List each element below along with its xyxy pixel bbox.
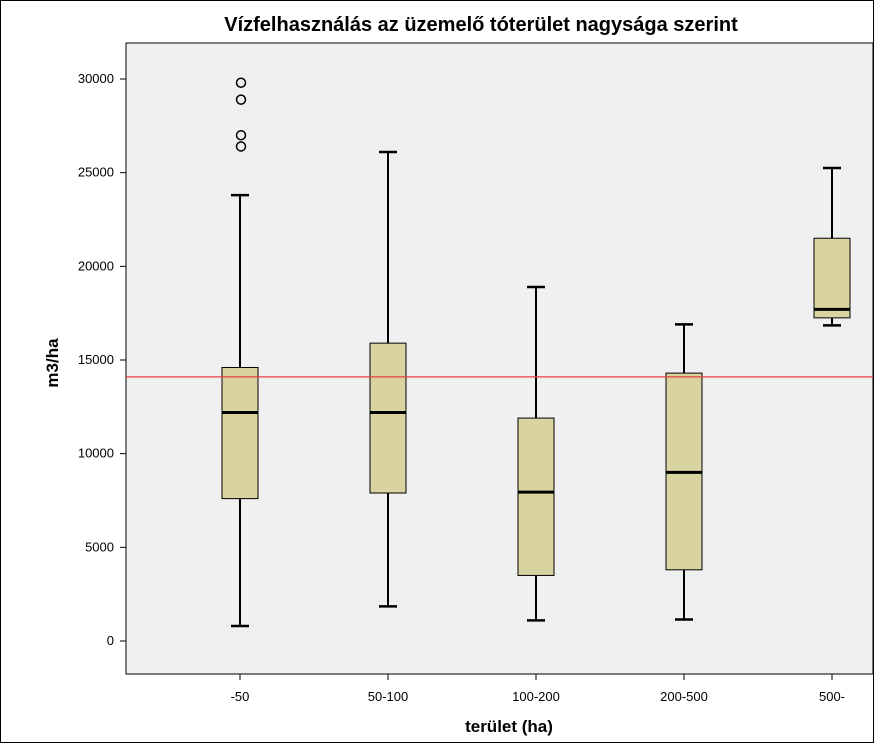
y-tick-label: 5000 — [85, 539, 114, 554]
box-100-200 — [517, 285, 555, 622]
chart-title: Vízfelhasználás az üzemelő tóterület nag… — [224, 14, 738, 36]
outlier-point — [235, 77, 247, 88]
box-body — [517, 417, 555, 576]
x-tick-label: 200-500 — [660, 689, 708, 704]
x-tick-label: 50-100 — [368, 689, 408, 704]
outlier-point — [235, 141, 247, 152]
outlier-point — [235, 94, 247, 105]
x-tick-label: -50 — [231, 689, 250, 704]
x-tick-label: 100-200 — [512, 689, 560, 704]
box-series — [221, 77, 851, 628]
box-body — [369, 342, 407, 494]
x-tick-label: 500- — [819, 689, 845, 704]
box-50-100 — [369, 150, 407, 608]
box-200-500 — [665, 323, 703, 621]
y-tick-label: 0 — [107, 633, 114, 648]
y-tick-label: 15000 — [78, 352, 114, 367]
plot-area — [125, 42, 873, 675]
box--50 — [221, 77, 259, 628]
outlier-point — [235, 129, 247, 141]
box-body — [813, 237, 851, 319]
box-500- — [813, 166, 851, 327]
y-tick-label: 20000 — [78, 258, 114, 273]
x-axis-label: terület (ha) — [465, 717, 553, 736]
y-axis: 0 5000 10000 15000 20000 25000 30000 — [78, 71, 126, 648]
y-tick-label: 25000 — [78, 165, 114, 180]
y-tick-label: 10000 — [78, 446, 114, 461]
x-axis: -50 50-100 100-200 200-500 500- — [231, 674, 845, 704]
box-body — [221, 366, 259, 500]
y-tick-label: 30000 — [78, 71, 114, 86]
y-axis-label: m3/ha — [43, 338, 62, 388]
